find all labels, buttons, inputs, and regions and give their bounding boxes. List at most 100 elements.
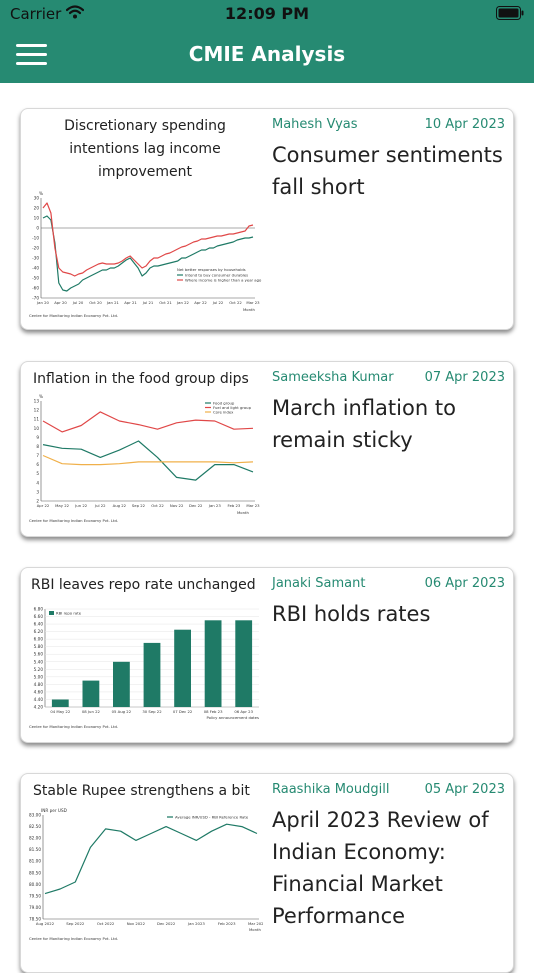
bar <box>174 629 191 707</box>
article-author[interactable]: Mahesh Vyas <box>272 117 358 132</box>
y-tick-label: 7 <box>36 453 39 458</box>
chart-title: Discretionary spending intentions lag in… <box>64 118 226 180</box>
y-tick-label: 79.00 <box>29 905 41 910</box>
chart-source: Centre for Monitoring Indian Economy Pvt… <box>29 313 118 318</box>
y-tick-label: -40 <box>32 266 39 271</box>
x-tick-label: 04 May 22 <box>50 709 71 714</box>
y-tick-label: 6.00 <box>34 637 44 642</box>
y-tick-label: 4.20 <box>34 705 44 710</box>
nav-bar: CMIE Analysis <box>0 28 534 83</box>
legend-title: Net better responses by households <box>177 267 246 272</box>
x-tick-label: Apr 22 <box>194 300 207 305</box>
y-tick-label: 6 <box>36 462 39 467</box>
chart: 6.80 6.60 6.40 6.20 6.00 5.80 5.60 5.40 5.20 5.00… <box>29 607 259 730</box>
chart-source: Centre for Monitoring Indian Economy Pvt… <box>29 936 118 941</box>
article-card-2[interactable]: Inflation in the food group dips 13 12 11 1… <box>20 361 514 537</box>
bar <box>82 680 100 707</box>
article-chart: Inflation in the food group dips 13 12 11 1… <box>27 368 263 533</box>
x-tick-label: Feb 23 <box>228 503 241 508</box>
x-tick-label: 08 Feb 23 <box>204 709 223 714</box>
y-tick-label: 9 <box>36 435 39 440</box>
x-tick-label: Jan 23 <box>208 503 221 508</box>
series-line <box>42 411 254 433</box>
y-tick-label: 82.50 <box>29 824 41 829</box>
article-author[interactable]: Janaki Samant <box>272 576 366 591</box>
y-tick-label: 81.00 <box>29 859 41 864</box>
chart-title: RBI leaves repo rate unchanged <box>31 577 256 593</box>
x-tick-label: Apr 21 <box>124 300 137 305</box>
x-tick-label: Oct 21 <box>159 300 172 305</box>
y-tick-label: 11 <box>34 417 40 422</box>
article-author[interactable]: Sameeksha Kumar <box>272 370 394 385</box>
series-line <box>42 454 254 466</box>
x-tick-label: Jun 22 <box>74 503 88 508</box>
article-card-3[interactable]: RBI leaves repo rate unchanged 6.80 6.60 6… <box>20 567 514 743</box>
x-tick-label: Oct 22 <box>151 503 164 508</box>
x-tick-label: Oct 2022 <box>97 921 115 926</box>
article-headline[interactable]: RBI holds rates <box>272 602 431 626</box>
x-tick-label: Dec 2022 <box>157 921 176 926</box>
y-tick-label: -50 <box>32 276 39 281</box>
x-tick-label: 05 Aug 22 <box>112 709 132 714</box>
x-tick-label: Sep 2022 <box>66 921 85 926</box>
x-tick-label: Nov 22 <box>170 503 184 508</box>
wifi-icon <box>66 5 84 19</box>
x-tick-label: Sep 22 <box>132 503 146 508</box>
y-tick-label: 8 <box>36 444 39 449</box>
chart: 30 20 10 0 -10 -20 -30 -40 -50 -60 -70% Jan 20 Apr 2… <box>29 191 262 318</box>
y-axis-label: % <box>39 191 43 196</box>
y-tick-label: -70 <box>32 296 39 301</box>
y-tick-label: 80.00 <box>29 882 41 887</box>
article-headline[interactable]: April 2023 Review of Indian Economy: Fin… <box>272 808 489 928</box>
x-tick-label: Oct 22 <box>229 300 242 305</box>
y-tick-label: 10 <box>34 426 40 431</box>
article-card-4[interactable]: Stable Rupee strengthens a bit 83.00 82.5… <box>20 773 514 973</box>
x-tick-label: Apr 22 <box>37 503 50 508</box>
y-tick-label: 5.20 <box>34 667 44 672</box>
bar <box>51 699 69 707</box>
y-tick-label: -20 <box>32 246 39 251</box>
bar <box>143 642 161 707</box>
article-headline[interactable]: Consumer sentiments fall short <box>272 143 503 199</box>
x-tick-label: Mar 2023 <box>248 921 263 926</box>
x-tick-label: Feb 2023 <box>218 921 236 926</box>
menu-icon[interactable] <box>16 42 48 68</box>
x-tick-label: 06 Apr 23 <box>234 709 253 714</box>
x-tick-label: Jan 21 <box>106 300 119 305</box>
legend-label: Food group <box>213 401 235 406</box>
y-tick-label: 5 <box>36 471 39 476</box>
x-tick-label: Jul 22 <box>94 503 106 508</box>
article-chart: Discretionary spending intentions lag in… <box>27 115 263 324</box>
article-author[interactable]: Raashika Moudgill <box>272 782 390 797</box>
legend-label: RBI repo rate <box>56 611 82 616</box>
legend-label: Where income is higher than a year ago <box>185 278 262 283</box>
x-tick-label: Nov 2022 <box>127 921 146 926</box>
x-tick-label: Jan 20 <box>36 300 49 305</box>
x-tick-label: Mar 23 <box>246 503 260 508</box>
article-date: 05 Apr 2023 <box>424 782 505 797</box>
page-title: CMIE Analysis <box>188 42 346 66</box>
x-tick-label: Dec 22 <box>189 503 203 508</box>
y-tick-label: 5.80 <box>34 644 44 649</box>
x-tick-label: Oct 20 <box>89 300 102 305</box>
y-tick-label: 80.50 <box>29 870 41 875</box>
battery-icon <box>496 6 524 20</box>
y-tick-label: 10 <box>34 216 40 221</box>
y-tick-label: 12 <box>34 408 40 413</box>
y-tick-label: 20 <box>34 206 40 211</box>
chart-source: Centre for Monitoring Indian Economy Pvt… <box>29 724 118 729</box>
y-tick-label: 3 <box>36 489 39 494</box>
bar <box>204 620 222 707</box>
x-tick-label: Apr 20 <box>54 300 67 305</box>
x-tick-label: Jul 20 <box>72 300 84 305</box>
bar <box>113 661 130 707</box>
legend-swatch <box>49 611 54 615</box>
status-bar: Carrier 12:09 PM <box>0 0 534 28</box>
legend-label: Intend to buy consumer durables <box>185 273 248 278</box>
y-tick-label: 4.80 <box>34 682 44 687</box>
chart-title: Stable Rupee strengthens a bit <box>33 783 250 799</box>
x-tick-label: Aug 2022 <box>36 921 55 926</box>
y-tick-label: 4 <box>36 480 39 485</box>
article-card-1[interactable]: Discretionary spending intentions lag in… <box>20 108 514 330</box>
article-headline[interactable]: March inflation to remain sticky <box>272 396 456 452</box>
